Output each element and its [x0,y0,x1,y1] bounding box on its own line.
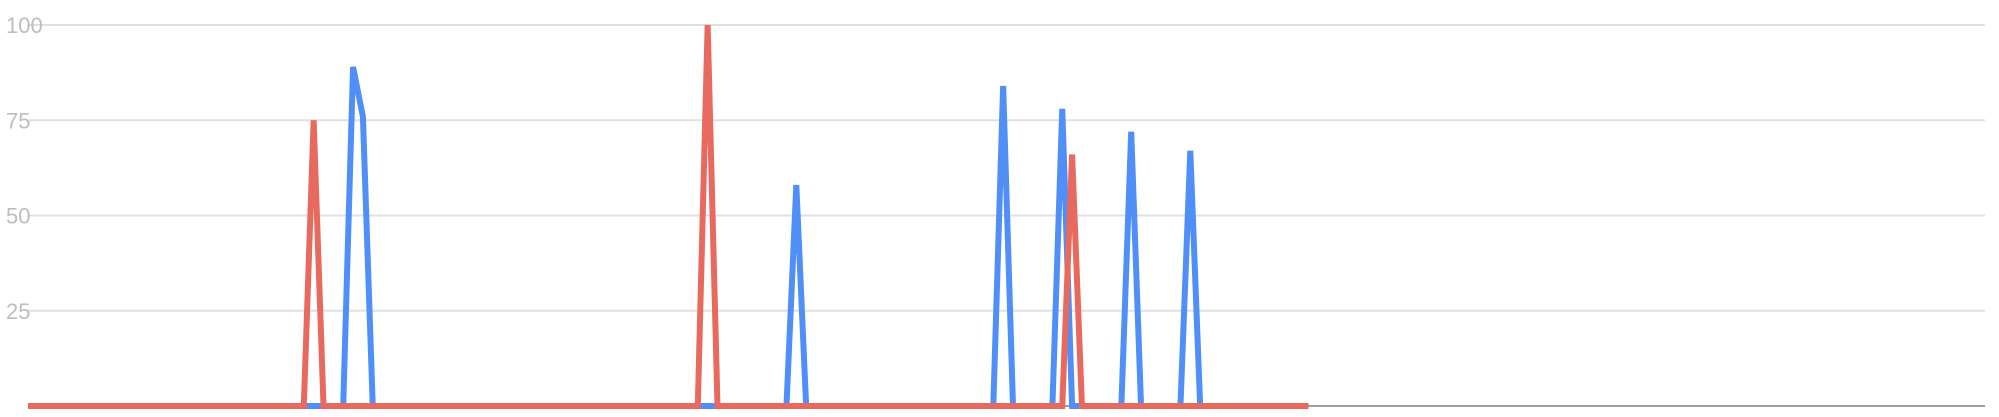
y-tick-label: 25 [6,299,30,324]
series-line-2 [28,24,1309,409]
y-tick-label: 75 [6,108,30,133]
series-line-1 [28,66,1309,409]
y-tick-label: 100 [6,13,43,38]
y-tick-label: 50 [6,204,30,229]
series-layer [28,24,1309,409]
y-axis-ticks: 100 75 50 25 [6,13,43,324]
